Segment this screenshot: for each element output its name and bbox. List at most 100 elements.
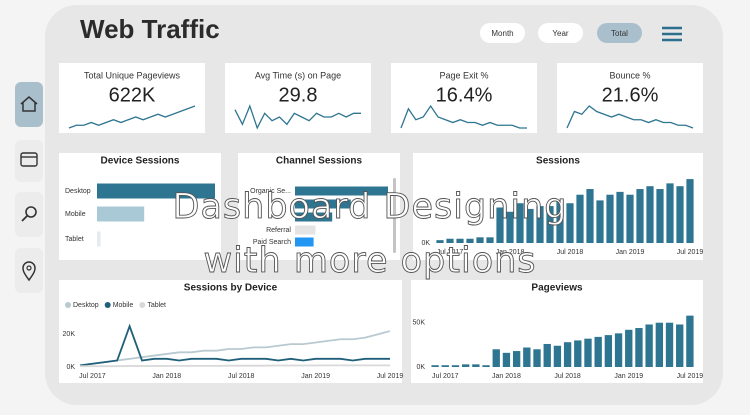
chart-card [59,280,402,383]
bar [553,345,562,367]
page-title: Web Traffic [80,14,220,44]
chart-title: Device Sessions [101,156,180,167]
x-tick-label: Jul 2018 [557,249,584,256]
x-tick-label: Jul 2018 [554,373,581,380]
bar [563,342,572,367]
bar [656,189,664,243]
bar [446,238,454,243]
bar [295,186,388,196]
bar [295,225,316,235]
bar [536,206,544,243]
content: Total Unique Pageviews 622K Avg Time (s) o… [59,63,703,383]
x-tick-label: Jan 2018 [492,373,521,380]
bar [645,324,653,367]
search-icon [25,206,37,218]
y-tick-label: 0K [416,364,425,371]
bar [466,238,474,243]
kpi-value: 21.6% [602,84,659,106]
bar [482,365,490,367]
search-icon-handle [21,215,28,222]
bar [556,200,564,243]
kpi-label: Page Exit % [439,70,488,80]
kpi-value: 622K [109,84,156,106]
kpi-card [225,63,371,133]
bar [586,189,594,243]
bar [502,352,511,367]
kpi-label: Total Unique Pageviews [84,70,181,80]
bar [646,186,654,243]
bar [576,194,584,243]
bar [295,237,314,247]
bar [472,364,480,367]
bar [506,211,514,243]
bar [655,322,663,367]
x-tick-label: Jul 2019 [377,373,404,380]
chart-title: Sessions [536,156,580,167]
y-tick-label: 50K [413,320,426,327]
period-button[interactable] [538,23,583,43]
period-button[interactable] [597,23,642,43]
category-label: Referral [266,227,291,234]
legend-marker [65,302,71,308]
kpi-sparkline [400,104,527,129]
category-label: Paid Search [253,239,291,246]
chart-title: Pageviews [531,283,583,294]
bar [584,338,592,367]
period-button[interactable] [480,23,525,43]
bar [486,237,494,243]
category-label: Organic Se... [250,188,291,195]
bar [626,194,634,243]
overlay-caption: Dashboard Designing [173,187,568,227]
bar [635,328,643,367]
bar [496,207,504,243]
location-icon-dot [26,265,32,271]
series-line [79,330,391,367]
category-label: Mobile [65,211,86,218]
chart-title: Sessions by Device [184,283,278,294]
x-tick-label: Jan 2019 [614,373,643,380]
overlay-caption: with more options [203,241,536,281]
bar [97,206,145,222]
x-tick-label: Jan 2019 [616,249,645,256]
bar [543,343,551,367]
nav-search[interactable] [15,192,43,237]
bar [431,365,439,367]
kpi-sparkline [566,105,694,129]
location-icon [22,261,36,282]
x-tick-label: Jul 2018 [228,373,255,380]
legend-label: Mobile [113,302,134,309]
x-tick-label: Jul 2017 [437,249,464,256]
bar [614,333,623,367]
period-button-label: Month [491,29,513,38]
bar [97,183,215,199]
y-tick-label: 0K [66,364,75,371]
legend-marker [104,302,111,308]
bar [462,364,470,367]
bar [636,189,644,243]
window-icon [20,152,38,167]
period-button-label: Year [552,29,569,38]
legend-marker [139,302,146,308]
bar [604,335,613,367]
period-button-label: Total [611,29,628,38]
y-tick-label: 20K [63,331,76,338]
nav-window[interactable] [15,140,43,182]
scrollbar[interactable] [393,178,396,253]
bar [516,203,524,243]
kpi-sparkline [68,105,196,129]
bar [686,315,694,367]
kpi-label: Avg Time (s) on Page [255,70,341,80]
bar [566,203,574,243]
x-tick-label: Jul 2019 [677,373,704,380]
bar [574,340,582,367]
x-tick-label: Jan 2018 [152,373,181,380]
bar [436,240,444,243]
kpi-value: 29.8 [279,84,318,106]
period-buttons: Month Year Total [480,23,642,43]
series-line [79,323,390,367]
menu-button[interactable] [662,26,682,42]
nav-home[interactable] [15,82,43,127]
overlay: Dashboard Designing with more options [172,187,568,282]
bar [526,208,534,243]
legend-label: Desktop [73,302,99,309]
